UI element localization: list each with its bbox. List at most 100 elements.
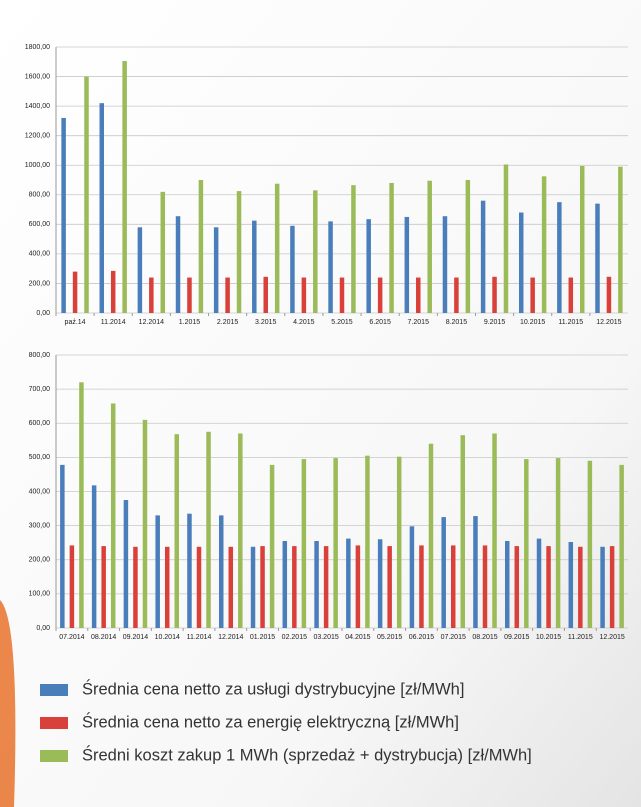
y-tick-label: 1400,00 xyxy=(25,103,50,110)
y-tick-label: 400,00 xyxy=(29,251,51,258)
bar xyxy=(282,540,288,628)
x-tick-label: 08.2015 xyxy=(472,634,497,641)
bar xyxy=(480,200,486,313)
bar xyxy=(595,203,600,313)
bar xyxy=(269,464,275,628)
bar xyxy=(541,176,547,313)
bar xyxy=(355,545,361,628)
bar xyxy=(328,221,333,313)
bar xyxy=(218,515,224,628)
bar xyxy=(228,546,234,628)
bar xyxy=(587,460,593,628)
bar xyxy=(174,434,180,628)
bar xyxy=(389,182,394,313)
bar xyxy=(579,165,585,313)
x-tick-label: 10.2014 xyxy=(155,634,180,641)
x-tick-label: 11.2014 xyxy=(187,634,212,641)
y-tick-label: 1800,00 xyxy=(25,44,50,51)
y-tick-label: 1000,00 xyxy=(25,162,50,169)
bar xyxy=(427,180,432,313)
bar xyxy=(123,500,129,628)
legend-swatch xyxy=(40,717,68,729)
y-tick-label: 0,00 xyxy=(36,625,50,632)
bar xyxy=(110,403,116,628)
x-tick-label: 11.2014 xyxy=(101,319,126,326)
bar xyxy=(301,277,307,313)
bar xyxy=(557,202,562,313)
x-tick-label: 12.2015 xyxy=(599,634,624,641)
x-tick-label: 4.2015 xyxy=(293,319,315,326)
x-tick-label: 10.2015 xyxy=(520,319,545,326)
y-tick-label: 200,00 xyxy=(29,280,51,287)
y-tick-label: 100,00 xyxy=(29,591,51,598)
legend: Średnia cena netto za usługi dystrybucyj… xyxy=(40,679,532,764)
bar xyxy=(164,546,170,628)
x-tick-label: 09.2015 xyxy=(504,634,529,641)
bar xyxy=(441,517,446,628)
x-tick-label: 5.2015 xyxy=(331,319,353,326)
bar xyxy=(346,538,351,628)
bar xyxy=(492,276,497,313)
bar xyxy=(274,183,280,313)
bar xyxy=(196,546,202,628)
y-tick-label: 800,00 xyxy=(29,352,51,359)
bar xyxy=(530,277,535,313)
bar xyxy=(99,103,105,314)
bar xyxy=(536,538,542,628)
bar xyxy=(91,485,97,628)
bar xyxy=(482,545,488,628)
x-tick-label: 11.2015 xyxy=(558,319,583,326)
y-tick-label: 600,00 xyxy=(29,221,51,228)
legend-swatch xyxy=(40,750,68,762)
bar xyxy=(568,277,574,313)
bar xyxy=(524,459,529,628)
bar xyxy=(149,277,154,313)
bar xyxy=(122,61,127,314)
bar xyxy=(198,180,204,313)
y-tick-label: 500,00 xyxy=(29,454,51,461)
bar xyxy=(450,545,456,628)
bar xyxy=(333,458,338,628)
bar xyxy=(260,546,265,628)
bar xyxy=(213,227,219,313)
bar xyxy=(555,458,561,628)
x-tick-label: paź.14 xyxy=(65,319,86,326)
x-tick-label: 12.2015 xyxy=(596,319,621,326)
decoration xyxy=(0,600,16,807)
bar xyxy=(428,443,434,628)
legend-label: Średnia cena netto za energię elektryczn… xyxy=(82,712,459,731)
bar xyxy=(142,419,148,628)
bar xyxy=(72,271,78,313)
x-tick-label: 2.2015 xyxy=(217,319,239,326)
bar xyxy=(61,117,66,313)
bar xyxy=(619,464,624,628)
y-tick-label: 300,00 xyxy=(29,522,51,529)
bar xyxy=(377,539,383,628)
bar xyxy=(600,546,605,628)
bar xyxy=(504,540,510,628)
x-tick-label: 09.2014 xyxy=(123,634,148,641)
x-tick-label: 10.2015 xyxy=(536,634,561,641)
bar xyxy=(155,515,160,628)
bar xyxy=(290,225,295,313)
bar xyxy=(518,212,524,313)
bar xyxy=(419,545,424,628)
bar xyxy=(460,435,466,628)
legend-label: Średnia cena netto za usługi dystrybucyj… xyxy=(82,679,464,698)
legend-label: Średni koszt zakup 1 MWh (sprzedaż + dys… xyxy=(82,745,532,764)
x-tick-label: 06.2015 xyxy=(409,634,434,641)
bar xyxy=(396,456,402,628)
bar xyxy=(133,546,138,628)
legend-swatch xyxy=(40,684,68,696)
bar xyxy=(313,190,318,313)
x-tick-label: 9.2015 xyxy=(484,319,506,326)
bar xyxy=(339,277,345,313)
bar xyxy=(60,464,65,628)
x-tick-label: 11.2015 xyxy=(568,634,593,641)
bar xyxy=(416,277,421,313)
x-tick-label: 05.2015 xyxy=(377,634,402,641)
y-tick-label: 1200,00 xyxy=(25,133,50,140)
x-tick-label: 7.2015 xyxy=(408,319,430,326)
